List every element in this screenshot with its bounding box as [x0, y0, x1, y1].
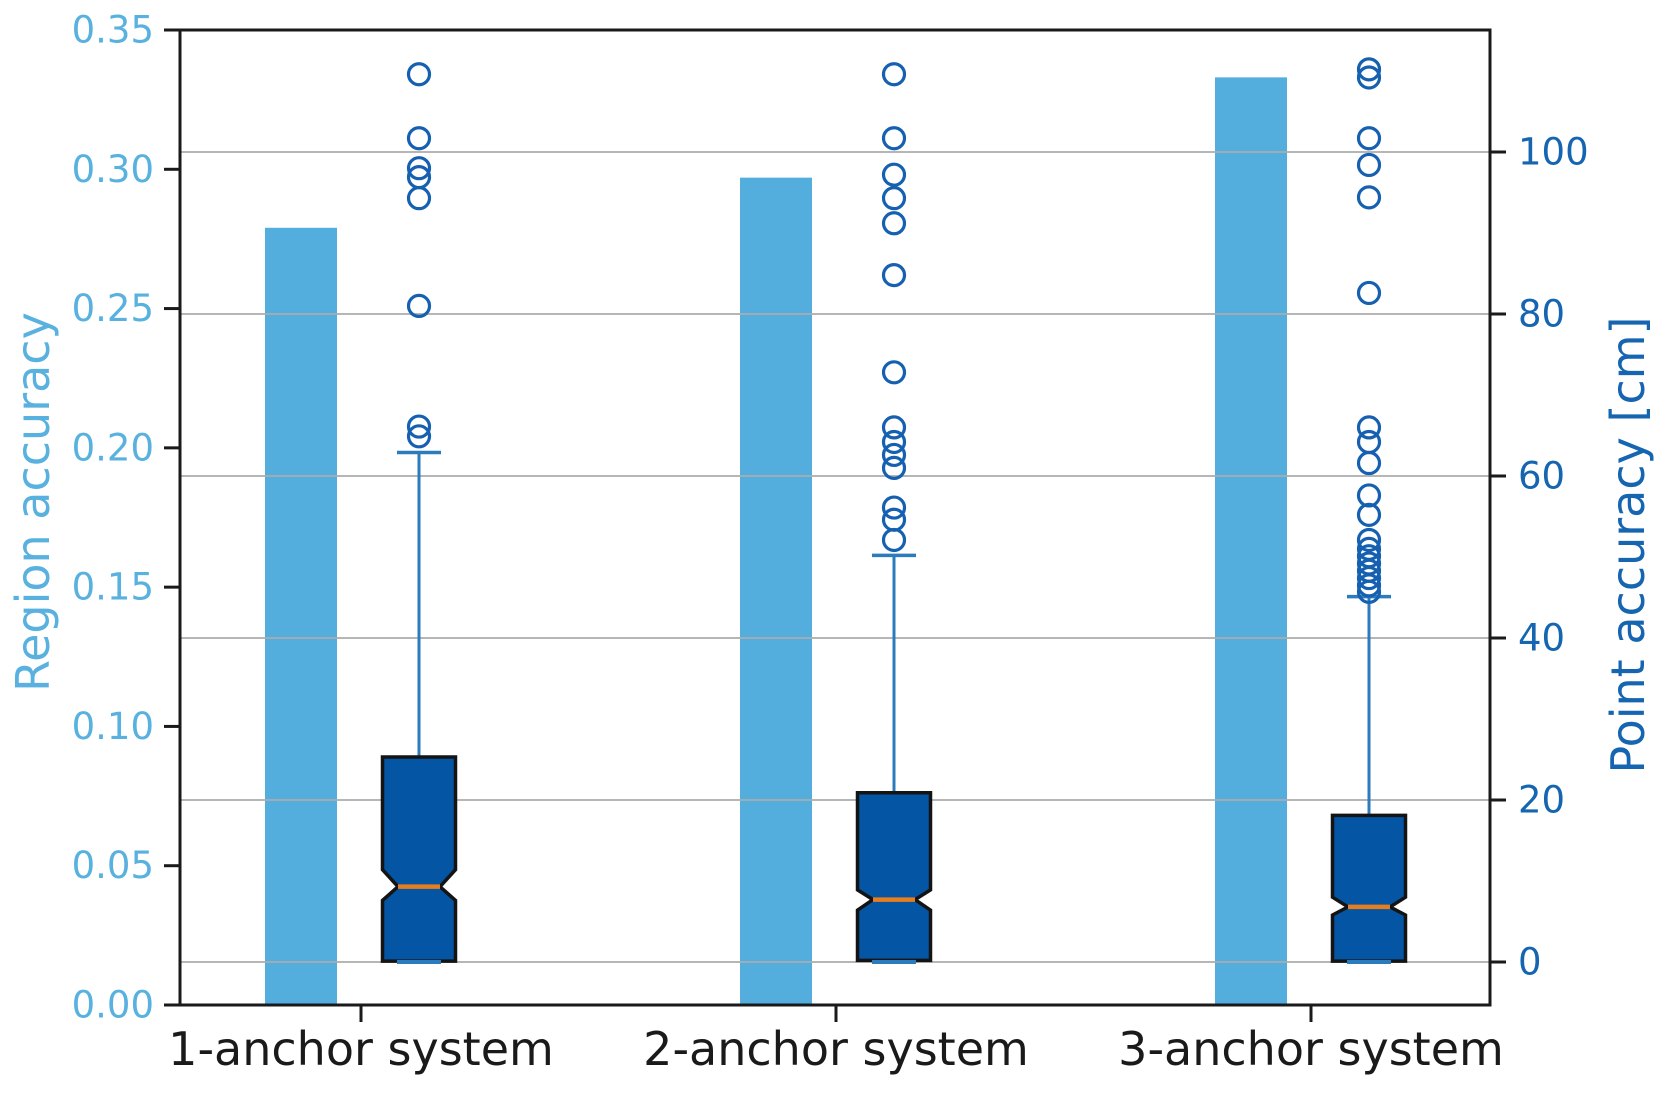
outlier-point: [881, 442, 907, 468]
outlier-point: [881, 186, 907, 211]
axes-frame: [178, 28, 1492, 1007]
left-tick-label: 0.15: [72, 566, 154, 609]
outlier-point: [1356, 565, 1382, 591]
outlier-point: [406, 414, 432, 439]
left-tick-label: 0.10: [72, 705, 154, 748]
outlier-point: [1356, 57, 1382, 82]
outlier-point: [1356, 502, 1382, 527]
outlier-point: [881, 162, 907, 187]
outlier-point: [406, 126, 432, 151]
right-tick-label: 100: [1518, 130, 1589, 173]
outlier-point: [881, 360, 907, 385]
outlier-point: [881, 62, 907, 87]
right-tick-label: 60: [1518, 454, 1565, 497]
boxplot-box: [1330, 813, 1408, 963]
outlier-point: [881, 211, 907, 236]
outlier-point: [1356, 450, 1382, 476]
x-tick-label: 3-anchor system: [1118, 1022, 1504, 1076]
outlier-point: [1356, 527, 1382, 553]
outlier-point: [881, 263, 907, 288]
right-tick-label: 40: [1518, 616, 1565, 659]
outlier-point: [881, 507, 907, 532]
left-axis-title: Region accuracy: [6, 312, 60, 692]
right-axis-title: Point accuracy [cm]: [1601, 316, 1655, 774]
outlier-point: [406, 186, 432, 211]
outlier-point: [881, 495, 907, 520]
left-tick-label: 0.25: [72, 287, 154, 330]
x-tick-label: 2-anchor system: [643, 1022, 1029, 1076]
outlier-point: [1356, 579, 1382, 604]
outlier-point: [1356, 126, 1382, 151]
outlier-point: [1356, 185, 1382, 210]
outlier-point: [1356, 415, 1382, 440]
outlier-point: [406, 156, 432, 181]
outlier-point: [406, 62, 432, 87]
outlier-point: [881, 126, 907, 151]
x-tick-label: 1-anchor system: [168, 1022, 554, 1076]
left-tick-label: 0.00: [72, 984, 154, 1027]
boxplot-box: [380, 755, 458, 963]
outlier-point: [1356, 429, 1382, 455]
outlier-point: [1356, 280, 1382, 306]
right-tick-label: 0: [1518, 940, 1542, 983]
right-tick-label: 20: [1518, 778, 1565, 821]
outlier-point: [881, 415, 907, 440]
outlier-point: [1356, 152, 1382, 178]
bar-region-accuracy: [740, 177, 812, 1006]
left-tick-label: 0.35: [72, 9, 154, 52]
right-tick-label: 80: [1518, 292, 1565, 335]
outlier-point: [881, 527, 907, 553]
left-tick-label: 0.30: [72, 148, 154, 191]
outlier-point: [881, 429, 907, 455]
outlier-point: [406, 293, 432, 318]
outlier-point: [1356, 573, 1382, 598]
bar-region-accuracy: [265, 227, 337, 1006]
bar-region-accuracy: [1215, 77, 1287, 1006]
boxplot-box: [855, 790, 933, 963]
left-tick-label: 0.05: [72, 844, 154, 887]
left-tick-label: 0.20: [72, 426, 154, 469]
outlier-point: [1356, 65, 1382, 90]
outlier-point: [881, 455, 907, 480]
outlier-point: [406, 424, 432, 449]
